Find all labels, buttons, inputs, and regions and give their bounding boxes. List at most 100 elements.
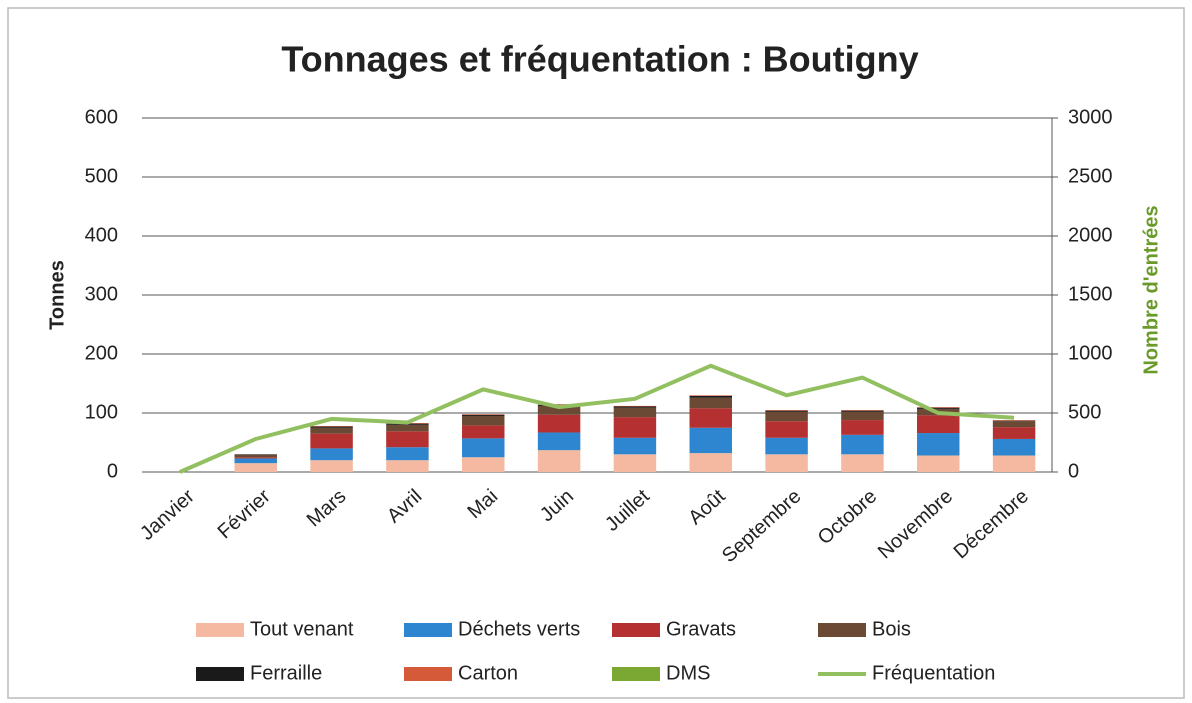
y2-tick-label: 2000	[1068, 224, 1113, 246]
legend-label: Carton	[458, 662, 518, 684]
bar-segment	[310, 427, 353, 434]
legend-label: Bois	[872, 618, 911, 640]
bar-segment	[765, 410, 808, 411]
bar-segment	[462, 425, 505, 439]
legend-label: Fréquentation	[872, 662, 995, 684]
legend-label: Gravats	[666, 618, 736, 640]
bar-segment	[310, 433, 353, 449]
y-tick-label: 400	[85, 224, 118, 246]
legend-label: Déchets verts	[458, 618, 580, 640]
legend-label: DMS	[666, 662, 710, 684]
bar-segment	[537, 450, 581, 472]
bar-segment	[765, 410, 808, 412]
bar-segment	[386, 460, 429, 472]
y-tick-label: 500	[85, 165, 118, 187]
bar-segment	[992, 427, 1036, 439]
bar-segment	[310, 460, 353, 472]
bar-segment	[613, 406, 657, 408]
bar-segment	[462, 415, 505, 426]
x-tick-label: Janvier	[136, 485, 199, 545]
y-tick-label: 100	[85, 401, 118, 423]
bar-segment	[841, 411, 884, 421]
bar-segment	[462, 414, 505, 415]
bar-segment	[613, 454, 657, 472]
bar-segment	[310, 425, 353, 427]
legend-swatch	[818, 623, 866, 637]
bar-segment	[992, 438, 1036, 456]
bar-segment	[765, 437, 808, 455]
bar-segment	[765, 454, 808, 472]
bar-segment	[689, 427, 732, 454]
legend-swatch	[612, 667, 660, 681]
y2-tick-label: 1500	[1068, 283, 1113, 305]
bar-segment	[537, 405, 581, 415]
legend-label: Tout venant	[250, 618, 354, 640]
x-tick-label: Avril	[383, 485, 426, 527]
bar-segment	[689, 408, 732, 428]
bar-segment	[841, 410, 884, 411]
x-tick-label: Octobre	[814, 485, 882, 549]
bar-segment	[310, 448, 353, 461]
legend-swatch	[404, 623, 452, 637]
bar-segment	[537, 414, 581, 433]
bar-segment	[765, 411, 808, 422]
x-tick-label: Février	[214, 485, 275, 543]
bar-segment	[992, 420, 1036, 422]
bar-segment	[386, 447, 429, 461]
bar-segment	[462, 414, 505, 416]
bar-segment	[917, 455, 960, 472]
y-tick-label: 200	[85, 342, 118, 364]
y2-tick-label: 0	[1068, 460, 1079, 482]
legend-swatch	[404, 667, 452, 681]
legend-swatch	[196, 667, 244, 681]
y2-axis-label: Nombre d'entrées	[1140, 205, 1162, 374]
bar-segment	[841, 434, 884, 455]
bar-segment	[917, 407, 960, 409]
bar-segment	[841, 454, 884, 472]
bar-segment	[234, 457, 277, 459]
bar-segment	[992, 420, 1036, 421]
y2-tick-label: 3000	[1068, 106, 1113, 128]
bar-segment	[765, 421, 808, 438]
bar-segment	[234, 454, 277, 458]
bar-segment	[462, 457, 505, 472]
bar-segment	[537, 404, 581, 405]
legend-swatch	[612, 623, 660, 637]
bar-segment	[689, 397, 732, 409]
bar-segment	[689, 395, 732, 396]
x-tick-label: Décembre	[950, 485, 1033, 563]
x-tick-label: Septembre	[718, 485, 805, 567]
bar-segment	[689, 395, 732, 398]
bar-segment	[689, 453, 732, 472]
bar-segment	[917, 433, 960, 456]
bar-segment	[234, 463, 277, 472]
bar-segment	[841, 410, 884, 412]
y2-tick-label: 2500	[1068, 165, 1113, 187]
y-axis-label: Tonnes	[46, 260, 68, 330]
bar-segment	[613, 405, 657, 407]
bar-segment	[841, 420, 884, 435]
x-tick-label: Novembre	[874, 485, 957, 563]
bar-segment	[537, 432, 581, 451]
line-series	[179, 363, 1015, 474]
x-tick-label: Juin	[536, 485, 578, 526]
x-tick-label: Mai	[463, 485, 502, 523]
bar-segment	[462, 438, 505, 458]
chart-title: Tonnages et fréquentation : Boutigny	[281, 39, 918, 80]
bar-segment	[234, 458, 277, 464]
bar-segment	[992, 455, 1036, 472]
x-tick-label: Juillet	[601, 485, 654, 536]
y-tick-label: 300	[85, 283, 118, 305]
x-tick-label: Mars	[303, 485, 351, 531]
bar-segment	[917, 415, 960, 434]
bar-segment	[386, 424, 429, 432]
bar-segment	[917, 407, 960, 408]
bar-segment	[613, 417, 657, 438]
y-tick-label: 600	[85, 106, 118, 128]
y-tick-label: 0	[107, 460, 118, 482]
legend-swatch	[196, 623, 244, 637]
bar-segment	[992, 421, 1036, 428]
y2-tick-label: 500	[1068, 401, 1101, 423]
bar-segment	[613, 407, 657, 418]
